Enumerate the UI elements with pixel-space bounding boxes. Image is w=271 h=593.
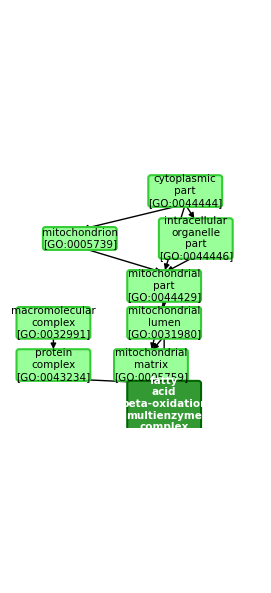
- FancyBboxPatch shape: [17, 307, 90, 339]
- Text: mitochondrial
part
[GO:0044429]: mitochondrial part [GO:0044429]: [127, 269, 201, 302]
- Text: fatty
acid
beta-oxidation
multienzyme
complex
[GO:0016507]: fatty acid beta-oxidation multienzyme co…: [121, 376, 207, 444]
- FancyBboxPatch shape: [17, 349, 90, 381]
- Text: mitochondrial
lumen
[GO:0031980]: mitochondrial lumen [GO:0031980]: [127, 306, 201, 339]
- FancyBboxPatch shape: [127, 270, 201, 302]
- Text: cytoplasmic
part
[GO:0044444]: cytoplasmic part [GO:0044444]: [148, 174, 222, 208]
- Text: mitochondrion
[GO:0005739]: mitochondrion [GO:0005739]: [42, 228, 118, 249]
- Text: protein
complex
[GO:0043234]: protein complex [GO:0043234]: [16, 349, 91, 382]
- Text: macromolecular
complex
[GO:0032991]: macromolecular complex [GO:0032991]: [11, 306, 96, 339]
- FancyBboxPatch shape: [127, 381, 201, 439]
- FancyBboxPatch shape: [127, 307, 201, 339]
- Text: mitochondrial
matrix
[GO:0005759]: mitochondrial matrix [GO:0005759]: [114, 349, 188, 382]
- FancyBboxPatch shape: [148, 175, 222, 207]
- Text: intracellular
organelle
part
[GO:0044446]: intracellular organelle part [GO:0044446…: [159, 216, 233, 261]
- FancyBboxPatch shape: [114, 349, 188, 381]
- FancyBboxPatch shape: [159, 218, 233, 259]
- FancyBboxPatch shape: [43, 227, 117, 250]
